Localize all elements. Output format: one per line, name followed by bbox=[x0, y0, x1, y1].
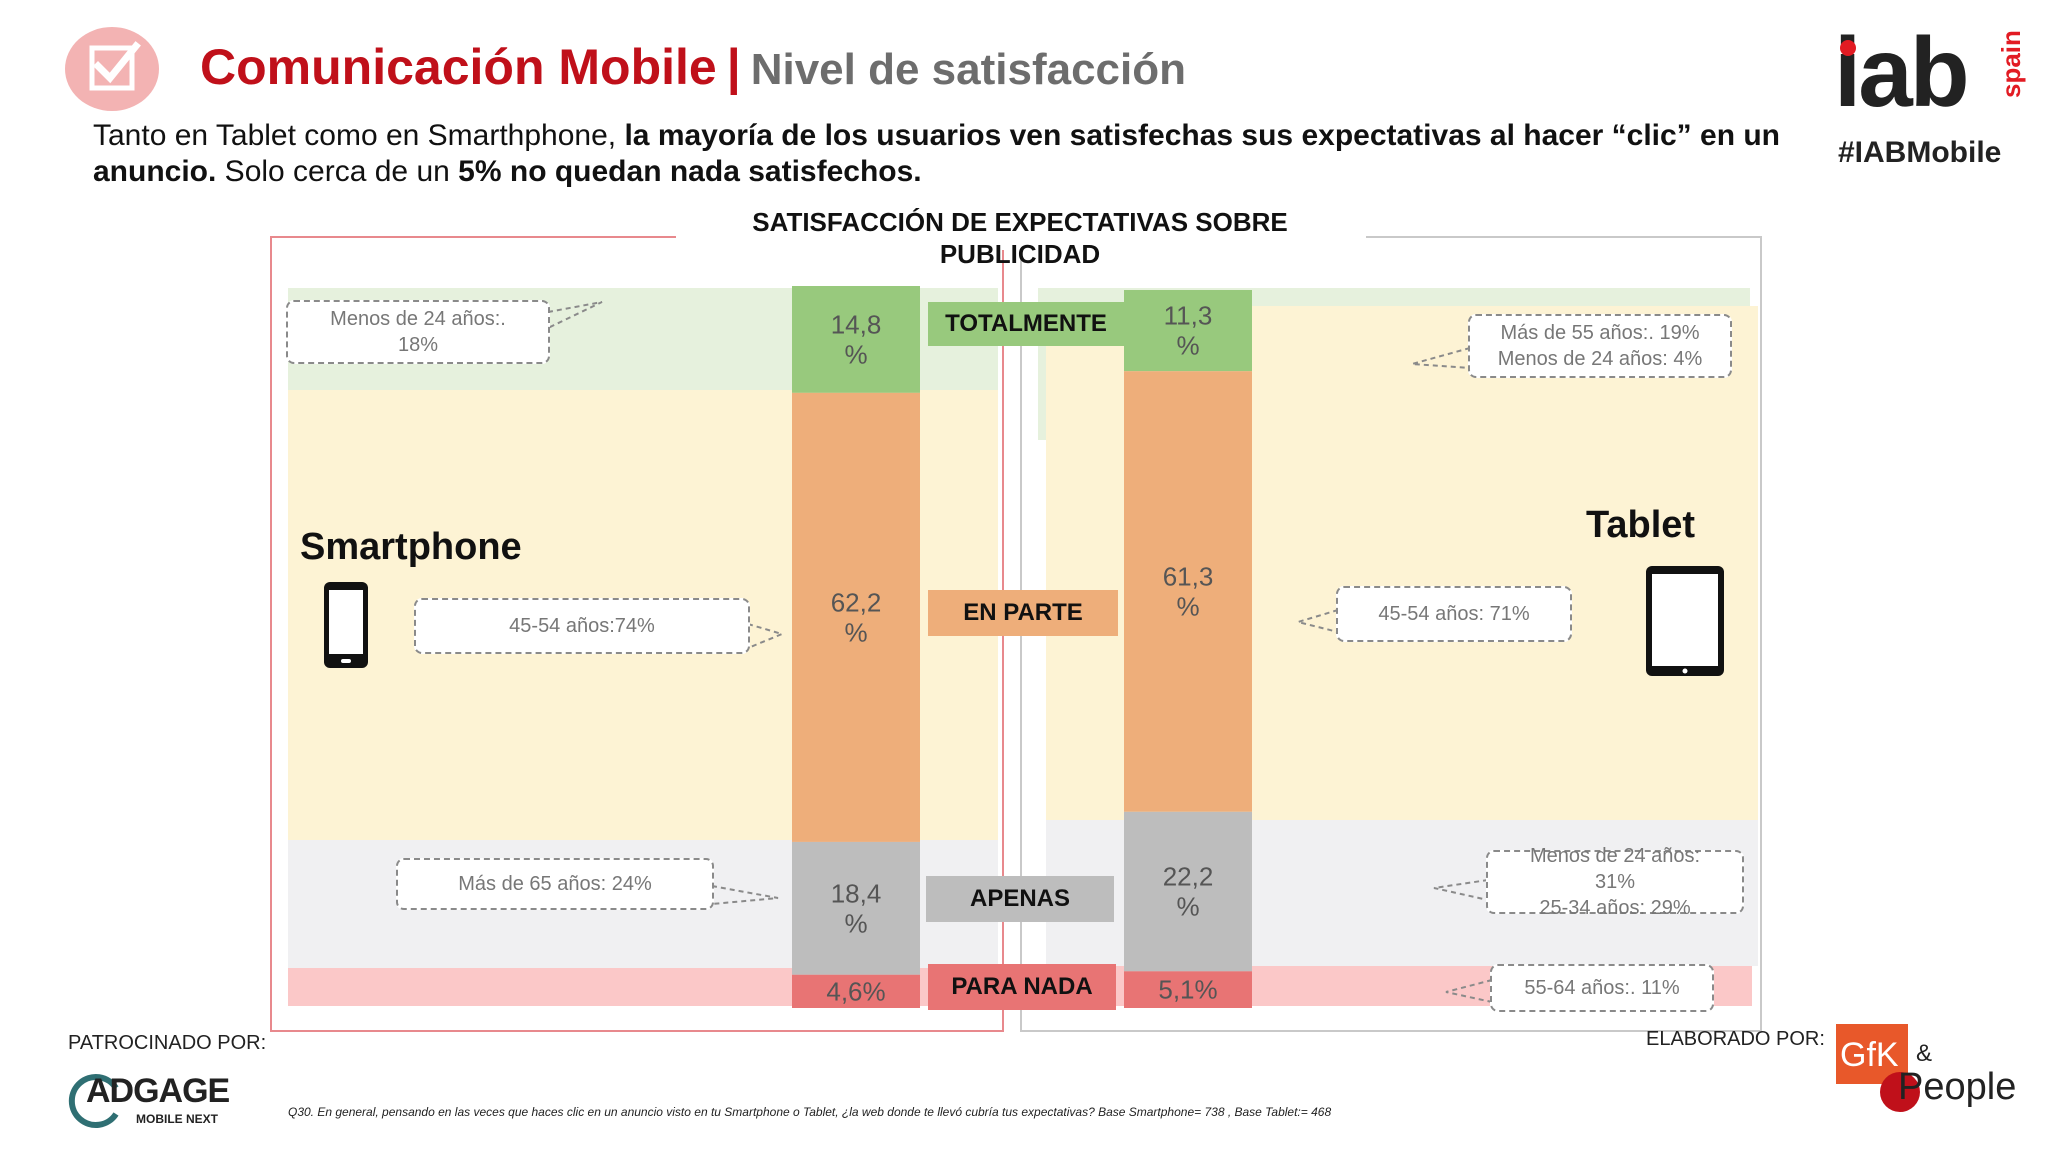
adgage-logo: ADGAGE MOBILE NEXT bbox=[66, 1070, 236, 1130]
bar-tablet-para-nada bbox=[1124, 971, 1252, 1008]
gfk-logo-text: GfK bbox=[1840, 1036, 1899, 1074]
subtitle-part1: Tanto en Tablet como en Smarthphone, bbox=[93, 119, 625, 152]
adgage-logo-sub: MOBILE NEXT bbox=[136, 1112, 219, 1126]
people-logo-mark bbox=[1880, 1072, 1920, 1112]
category-totalmente: TOTALMENTE bbox=[928, 302, 1124, 346]
bar-label-smartphone-para-nada: 4,6% bbox=[826, 976, 885, 1006]
bar-tablet-totalmente bbox=[1124, 290, 1252, 372]
chart-title-mask bbox=[676, 226, 1366, 250]
callout-tab-en-parte-text: 45-54 años: 71% bbox=[1378, 603, 1530, 625]
checkbox-icon bbox=[64, 26, 160, 112]
iab-logo-text: iab bbox=[1834, 17, 1970, 127]
callout-tab-apenas: Menos de 24 años: 31% 25-34 años: 29% bbox=[1486, 845, 1744, 919]
tablet-icon bbox=[1644, 564, 1726, 683]
page-title: Comunicación Mobile | Nivel de satisfacció… bbox=[200, 38, 1186, 96]
bar-smartphone-totalmente bbox=[792, 286, 920, 393]
bar-label-tablet-para-nada: 5,1% bbox=[1158, 975, 1217, 1005]
callout-tab-totalmente-line1: Más de 55 años:. 19% bbox=[1500, 322, 1700, 344]
subtitle-part2: la mayoría de los usuarios ven satisfech… bbox=[93, 119, 1781, 188]
title-separator: | bbox=[726, 39, 741, 95]
title-sub: Nivel de satisfacción bbox=[750, 45, 1186, 94]
callout-sp-totalmente-line1: Menos de 24 años:. bbox=[330, 308, 506, 330]
adgage-ring-icon bbox=[68, 1074, 119, 1128]
category-en-parte: EN PARTE bbox=[928, 590, 1118, 636]
callout-tab-apenas-line3: 25-34 años: 29% bbox=[1539, 897, 1691, 919]
bar-label-tablet-totalmente: 11,3% bbox=[1164, 301, 1213, 361]
bar-smartphone-apenas bbox=[792, 841, 920, 975]
hashtag: #IABMobile bbox=[1838, 136, 2002, 169]
amp-text: & bbox=[1916, 1040, 1933, 1067]
title-main: Comunicación Mobile bbox=[200, 39, 717, 95]
callout-sp-apenas-text: Más de 65 años: 24% bbox=[458, 873, 652, 895]
bar-label-smartphone-totalmente: 14,8% bbox=[831, 309, 882, 369]
category-apenas: APENAS bbox=[926, 876, 1114, 922]
category-para-nada: PARA NADA bbox=[928, 964, 1116, 1010]
people-logo-text: People bbox=[1898, 1066, 2017, 1108]
callout-tab-para-nada-text: 55-64 años:. 11% bbox=[1524, 977, 1680, 999]
iab-logo: iab spain bbox=[1830, 22, 2026, 125]
callout-sp-en-parte: 45-54 años:74% bbox=[414, 598, 750, 654]
bar-tablet-apenas bbox=[1124, 811, 1252, 972]
bar-label-tablet-en-parte: 61,3% bbox=[1163, 562, 1214, 622]
smartphone-icon bbox=[322, 580, 370, 675]
bar-smartphone-para-nada bbox=[792, 974, 920, 1008]
bar-label-smartphone-en-parte: 62,2% bbox=[831, 587, 882, 647]
sponsored-label: PATROCINADO POR: bbox=[68, 1032, 267, 1054]
callout-sp-totalmente-line2: 18% bbox=[397, 334, 439, 356]
chart-title: SATISFACCIÓN DE EXPECTATIVAS SOBRE PUBLI… bbox=[752, 207, 1288, 269]
callout-sp-apenas: Más de 65 años: 24% bbox=[396, 858, 714, 910]
callout-tab-totalmente-line2: Menos de 24 años: 4% bbox=[1497, 348, 1703, 370]
bar-label-tablet-apenas: 22,2% bbox=[1163, 862, 1214, 922]
callout-tab-en-parte: 45-54 años: 71% bbox=[1336, 586, 1572, 642]
gfk-people-logo: GfK & People bbox=[1836, 1022, 2016, 1126]
subtitle-part3: Solo cerca de un bbox=[216, 155, 459, 188]
subtitle-part4: 5% no quedan nada satisfechos. bbox=[458, 155, 922, 188]
page-subtitle: Tanto en Tablet como en Smarthphone, la … bbox=[93, 118, 1793, 190]
callout-sp-en-parte-text: 45-54 años:74% bbox=[509, 615, 655, 637]
tablet-label: Tablet bbox=[1586, 504, 1696, 546]
bar-label-smartphone-apenas: 18,4% bbox=[831, 878, 882, 938]
elaborated-label: ELABORADO POR: bbox=[1646, 1028, 1825, 1050]
callout-tab-apenas-line1: Menos de 24 años: bbox=[1529, 845, 1701, 867]
footnote: Q30. En general, pensando en las veces q… bbox=[288, 1105, 1332, 1119]
callout-tab-para-nada: 55-64 años:. 11% bbox=[1490, 964, 1714, 1012]
callout-tab-totalmente: Más de 55 años:. 19% Menos de 24 años: 4… bbox=[1468, 314, 1732, 378]
adgage-logo-text: ADGAGE bbox=[86, 1072, 230, 1110]
smartphone-label: Smartphone bbox=[300, 526, 522, 568]
callout-tab-apenas-line2: 31% bbox=[1594, 871, 1636, 893]
iab-logo-dot bbox=[1840, 40, 1856, 56]
bar-tablet-en-parte bbox=[1124, 371, 1252, 812]
bar-smartphone-en-parte bbox=[792, 392, 920, 842]
callout-sp-totalmente: Menos de 24 años:. 18% bbox=[286, 300, 550, 364]
